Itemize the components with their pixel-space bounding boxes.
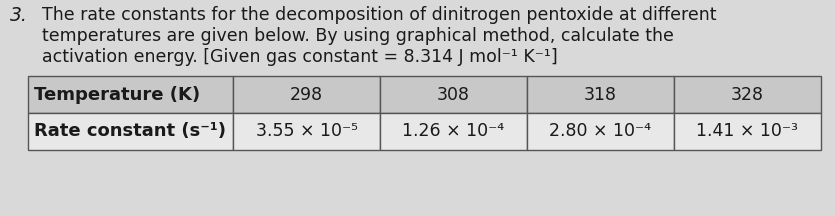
Bar [527,76,674,113]
Text: 318: 318 [584,86,617,103]
Bar [28,76,233,113]
Text: 308: 308 [437,86,470,103]
Bar [28,113,233,150]
Bar [233,76,380,113]
Text: 1.41 × 10⁻³: 1.41 × 10⁻³ [696,122,798,140]
Bar [380,113,527,150]
Bar [674,113,821,150]
Text: 3.55 × 10⁻⁵: 3.55 × 10⁻⁵ [256,122,357,140]
Text: 298: 298 [290,86,323,103]
Text: activation energy. [Given gas constant = 8.314 J mol⁻¹ K⁻¹]: activation energy. [Given gas constant =… [42,48,558,66]
Bar [527,113,674,150]
Text: temperatures are given below. By using graphical method, calculate the: temperatures are given below. By using g… [42,27,674,45]
Text: 1.26 × 10⁻⁴: 1.26 × 10⁻⁴ [402,122,504,140]
Text: Temperature (K): Temperature (K) [34,86,200,103]
Text: 328: 328 [731,86,764,103]
Text: Rate constant (s⁻¹): Rate constant (s⁻¹) [34,122,226,140]
Bar [233,113,380,150]
Text: The rate constants for the decomposition of dinitrogen pentoxide at different: The rate constants for the decomposition… [42,6,716,24]
Bar [674,76,821,113]
Bar [380,76,527,113]
Text: 2.80 × 10⁻⁴: 2.80 × 10⁻⁴ [549,122,651,140]
Text: 3.: 3. [10,6,28,25]
